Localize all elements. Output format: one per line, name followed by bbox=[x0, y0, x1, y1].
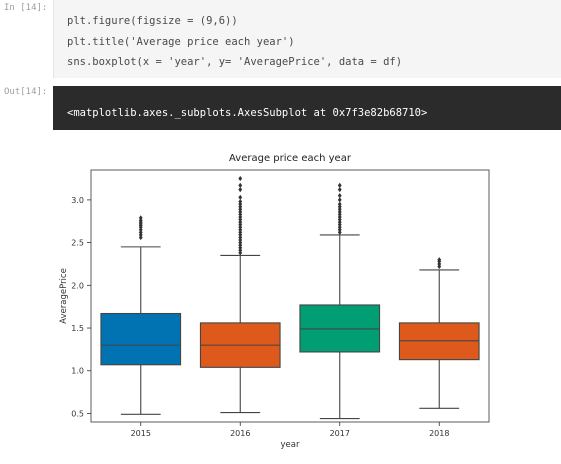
y-tick-label: 3.0 bbox=[71, 196, 84, 205]
outlier-point bbox=[238, 182, 243, 188]
x-tick-label: 2018 bbox=[429, 429, 449, 438]
chart-title: Average price each year bbox=[229, 153, 352, 164]
x-tick-label: 2015 bbox=[131, 429, 151, 438]
outlier-point bbox=[238, 199, 243, 205]
x-axis-label: year bbox=[281, 440, 300, 450]
code-line: plt.title('Average price each year') bbox=[67, 35, 295, 48]
code-line: plt.figure(figsize = (9,6)) bbox=[67, 15, 238, 27]
y-tick-label: 0.5 bbox=[71, 409, 84, 418]
outlier-point bbox=[337, 182, 342, 188]
outlier-point bbox=[238, 194, 243, 200]
outlier-point bbox=[337, 187, 342, 193]
y-tick-label: 1.0 bbox=[71, 367, 84, 376]
outlier-point bbox=[238, 175, 243, 182]
outlier-point bbox=[337, 193, 342, 199]
y-tick-label: 2.5 bbox=[71, 239, 84, 248]
box-2015 bbox=[100, 312, 182, 366]
outlier-point bbox=[437, 257, 442, 263]
y-tick-label: 1.5 bbox=[71, 324, 84, 333]
input-prompt: In [14]: bbox=[4, 3, 48, 13]
output-prompt: Out[14]: bbox=[4, 87, 48, 97]
outlier-point bbox=[138, 215, 143, 221]
outlier-point bbox=[337, 201, 342, 207]
code-cell[interactable]: plt.figure(figsize = (9,6)) plt.title('A… bbox=[53, 0, 561, 78]
output-text: <matplotlib.axes._subplots.AxesSubplot a… bbox=[67, 107, 428, 119]
y-tick-label: 2.0 bbox=[71, 281, 84, 290]
y-axis-label: AveragePrice bbox=[59, 268, 69, 324]
outlier-point bbox=[238, 187, 243, 193]
x-tick-label: 2017 bbox=[330, 429, 350, 438]
outlier-point bbox=[337, 197, 342, 203]
code-line: sns.boxplot(x = 'year', y= 'AveragePrice… bbox=[67, 56, 403, 68]
x-tick-label: 2016 bbox=[230, 429, 250, 438]
output-text-area: <matplotlib.axes._subplots.AxesSubplot a… bbox=[53, 86, 561, 130]
plot-frame bbox=[90, 169, 490, 423]
